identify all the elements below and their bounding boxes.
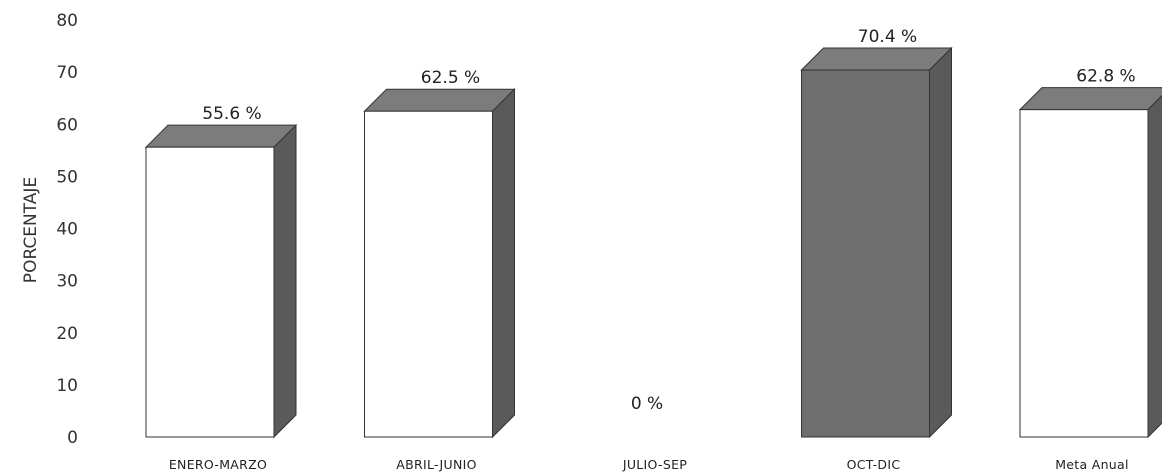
y-tick-label: 10 xyxy=(56,376,78,396)
category-label: OCT-DIC xyxy=(847,457,901,472)
bar-side-face xyxy=(929,46,952,439)
y-axis-ticks: 0 10 20 30 40 50 60 70 80 xyxy=(56,11,78,448)
y-axis-label: PORCENTAJE xyxy=(21,177,41,283)
value-labels: 55.6 % 62.5 % 0 % 70.4 % 62.8 % xyxy=(202,27,1135,414)
y-tick-label: 80 xyxy=(56,11,78,31)
bar-side-face xyxy=(1147,94,1162,439)
category-label: JULIO-SEP xyxy=(622,457,687,472)
value-label: 62.5 % xyxy=(421,68,480,88)
y-tick-label: 50 xyxy=(56,167,78,187)
y-tick-label: 70 xyxy=(56,63,78,83)
bar-front-face xyxy=(801,69,930,438)
bar xyxy=(800,46,953,439)
value-label: 0 % xyxy=(631,394,663,414)
y-tick-label: 20 xyxy=(56,324,78,344)
bar-side-face xyxy=(492,88,515,439)
category-labels: ENERO-MARZO ABRIL-JUNIO JULIO-SEP OCT-DIC Me… xyxy=(169,457,1129,472)
bar-top-face xyxy=(800,47,953,71)
bars xyxy=(144,46,1162,439)
category-label: Meta Anual xyxy=(1055,457,1129,472)
category-label: ENERO-MARZO xyxy=(169,457,267,472)
value-label: 70.4 % xyxy=(858,27,917,47)
bar-top-face xyxy=(144,124,298,148)
bar xyxy=(363,88,516,439)
bar xyxy=(144,123,298,439)
bar-top-face xyxy=(363,88,516,112)
bar-top-face xyxy=(1018,87,1162,111)
y-tick-label: 0 xyxy=(67,428,78,448)
bar-side-face xyxy=(273,123,297,439)
bar-front-face xyxy=(145,146,275,438)
bar-front-face xyxy=(364,110,493,438)
value-label: 62.8 % xyxy=(1076,67,1135,87)
y-tick-label: 40 xyxy=(56,220,78,240)
value-label: 55.6 % xyxy=(202,104,261,124)
bar xyxy=(1018,87,1162,439)
category-label: ABRIL-JUNIO xyxy=(396,457,476,472)
y-tick-label: 60 xyxy=(56,115,78,135)
y-tick-label: 30 xyxy=(56,272,78,292)
bar-front-face xyxy=(1019,109,1149,438)
